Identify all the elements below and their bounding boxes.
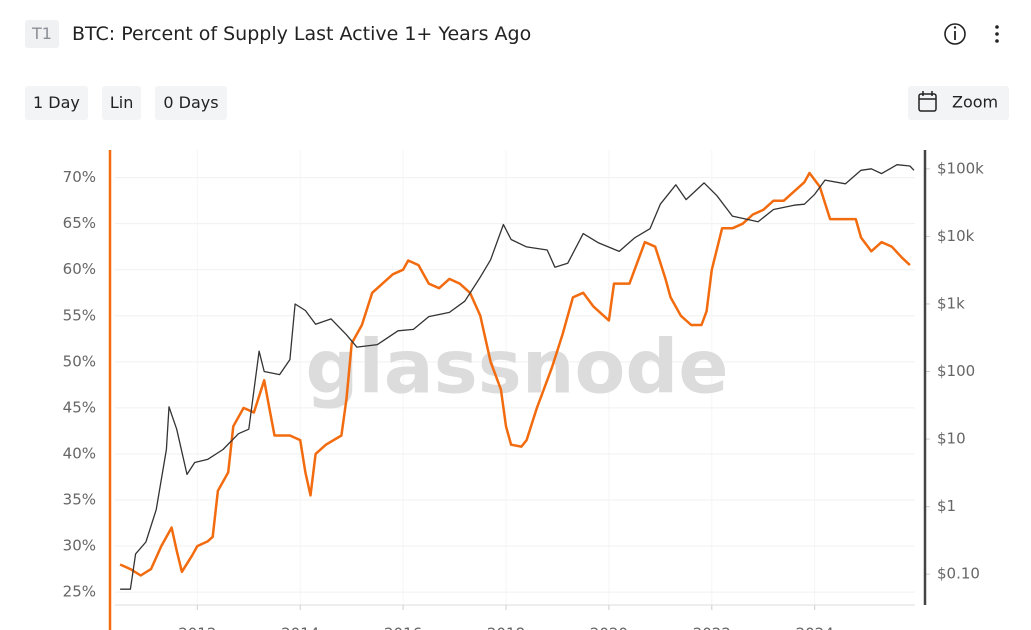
x-tick-label: 2014 [281, 625, 319, 630]
control-button[interactable]: Lin [101, 86, 142, 120]
y2-tick-label: $100 [937, 362, 975, 380]
x-tick-label: 2016 [384, 625, 422, 630]
y2-tick-label: $100k [937, 159, 984, 177]
title: BTC: Percent of Supply Last Active 1+ Ye… [72, 23, 532, 45]
y-tick-label: 40% [63, 444, 96, 462]
y-tick-label: 35% [63, 491, 96, 509]
y-tick-label: 60% [63, 260, 96, 278]
series-line [119, 171, 911, 577]
y2-tick-label: $1k [937, 294, 965, 312]
y2-tick-label: $0.10 [937, 565, 980, 583]
menu-icon[interactable] [995, 25, 999, 43]
x-tick-label: 2012 [178, 625, 216, 630]
x-tick-label: 2020 [590, 625, 628, 630]
y-tick-label: 55% [63, 306, 96, 324]
zoom-label[interactable]: Zoom [952, 93, 998, 112]
y-tick-label: 65% [63, 214, 96, 232]
x-tick-label: 2018 [487, 625, 525, 630]
y2-tick-label: $1 [937, 497, 956, 515]
y2-tick-label: $10k [937, 227, 975, 245]
y-tick-label: 25% [63, 583, 96, 601]
x-tick-label: 2024 [796, 625, 834, 630]
zoom-button[interactable]: Zoom [908, 86, 1009, 120]
y2-tick-label: $10 [937, 430, 966, 448]
control-button[interactable]: 1 Day [25, 86, 88, 120]
badge: T1 [25, 20, 59, 48]
control-button[interactable]: 0 Days [155, 86, 227, 120]
y-tick-label: 45% [63, 398, 96, 416]
series-line [120, 164, 915, 590]
x-tick-label: 2022 [693, 625, 731, 630]
y-tick-label: 50% [63, 352, 96, 370]
y-tick-label: 70% [63, 168, 96, 186]
y-tick-label: 30% [63, 537, 96, 555]
info-icon[interactable] [944, 23, 966, 45]
watermark: glassnode [305, 325, 728, 411]
